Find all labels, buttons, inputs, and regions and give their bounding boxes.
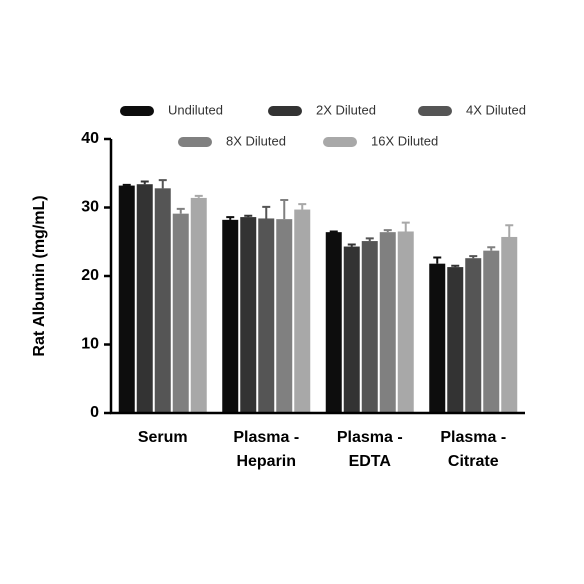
- bar: [276, 219, 293, 413]
- error-bar: [487, 246, 496, 251]
- error-bar: [262, 205, 271, 219]
- x-tick-label: Plasma -EDTA: [337, 429, 403, 470]
- error-bar: [298, 203, 307, 210]
- bar: [501, 236, 518, 413]
- bar: [447, 267, 464, 413]
- legend-marker: [120, 106, 154, 116]
- error-bar: [505, 224, 514, 237]
- error-bar: [158, 179, 167, 189]
- legend-marker: [268, 106, 302, 116]
- legend-label: 2X Diluted: [316, 102, 376, 117]
- bar: [483, 250, 500, 413]
- error-bar: [280, 198, 289, 220]
- error-bar: [469, 255, 478, 259]
- legend-label: Undiluted: [168, 102, 223, 117]
- y-tick-label: 0: [90, 404, 99, 421]
- legend-label: 4X Diluted: [466, 102, 526, 117]
- error-bar: [226, 216, 235, 220]
- bar: [136, 184, 153, 413]
- bar: [294, 209, 311, 413]
- y-tick-label: 30: [81, 199, 99, 216]
- y-tick-label: 10: [81, 336, 99, 353]
- bar: [190, 197, 207, 413]
- bar: [118, 185, 135, 413]
- bar: [343, 246, 360, 413]
- error-bar: [383, 229, 392, 233]
- bar: [172, 213, 189, 413]
- error-bar: [347, 243, 356, 247]
- legend-marker: [418, 106, 452, 116]
- error-bar: [122, 183, 131, 186]
- error-bar: [194, 194, 203, 198]
- error-bar: [176, 207, 185, 214]
- y-tick-label: 40: [81, 130, 99, 147]
- bar: [154, 188, 171, 413]
- x-tick-label: Serum: [138, 429, 188, 446]
- bar: [379, 232, 396, 413]
- legend-marker: [178, 137, 212, 147]
- bar: [429, 263, 446, 413]
- error-bar: [244, 214, 253, 218]
- bar: [240, 217, 257, 413]
- bar: [361, 241, 378, 413]
- y-tick-label: 20: [81, 267, 99, 284]
- legend-label: 8X Diluted: [226, 133, 286, 148]
- error-bar: [365, 237, 374, 242]
- bar: [222, 219, 239, 413]
- y-axis-label: Rat Albumin (mg/mL): [31, 195, 48, 356]
- legend-label: 16X Diluted: [371, 133, 438, 148]
- legend-marker: [323, 137, 357, 147]
- x-tick-label: Plasma -Citrate: [440, 429, 506, 470]
- bar: [465, 258, 482, 413]
- bar: [397, 231, 414, 413]
- x-tick-label: Plasma -Heparin: [233, 429, 299, 470]
- error-bar: [433, 256, 442, 264]
- error-bar: [140, 180, 149, 185]
- bar: [258, 218, 275, 413]
- error-bar: [451, 264, 460, 268]
- error-bar: [401, 221, 410, 232]
- error-bar: [329, 230, 338, 233]
- bar: [325, 232, 342, 413]
